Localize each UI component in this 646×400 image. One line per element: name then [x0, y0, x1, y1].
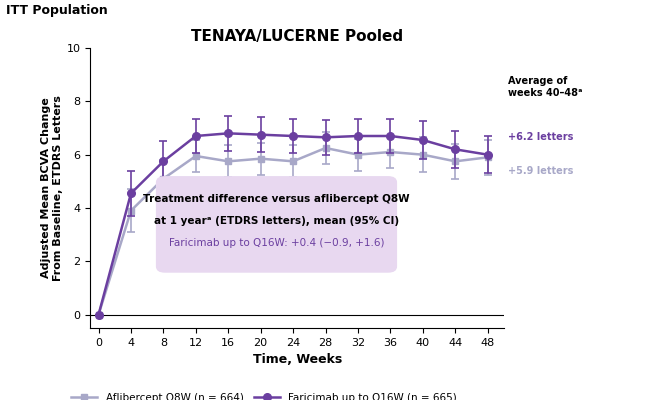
FancyBboxPatch shape: [156, 177, 397, 272]
Text: Faricimab up to Q16W: +0.4 (−0.9, +1.6): Faricimab up to Q16W: +0.4 (−0.9, +1.6): [169, 238, 384, 248]
Text: +6.2 letters: +6.2 letters: [508, 132, 574, 142]
Text: at 1 yearᵃ (ETDRS letters), mean (95% CI): at 1 yearᵃ (ETDRS letters), mean (95% CI…: [154, 216, 399, 226]
Text: +5.9 letters: +5.9 letters: [508, 166, 574, 176]
Title: TENAYA/LUCERNE Pooled: TENAYA/LUCERNE Pooled: [191, 29, 403, 44]
Text: Treatment difference versus aflibercept Q8W: Treatment difference versus aflibercept …: [143, 194, 410, 204]
Legend: Aflibercept Q8W (n = 664), Faricimab up to Q16W (n = 665): Aflibercept Q8W (n = 664), Faricimab up …: [67, 388, 461, 400]
X-axis label: Time, Weeks: Time, Weeks: [253, 353, 342, 366]
Y-axis label: Adjusted Mean BCVA Change
From Baseline, ETDRS Letters: Adjusted Mean BCVA Change From Baseline,…: [41, 95, 63, 281]
Text: ITT Population: ITT Population: [6, 4, 109, 17]
Text: Average of
weeks 40–48ᵃ: Average of weeks 40–48ᵃ: [508, 76, 583, 98]
